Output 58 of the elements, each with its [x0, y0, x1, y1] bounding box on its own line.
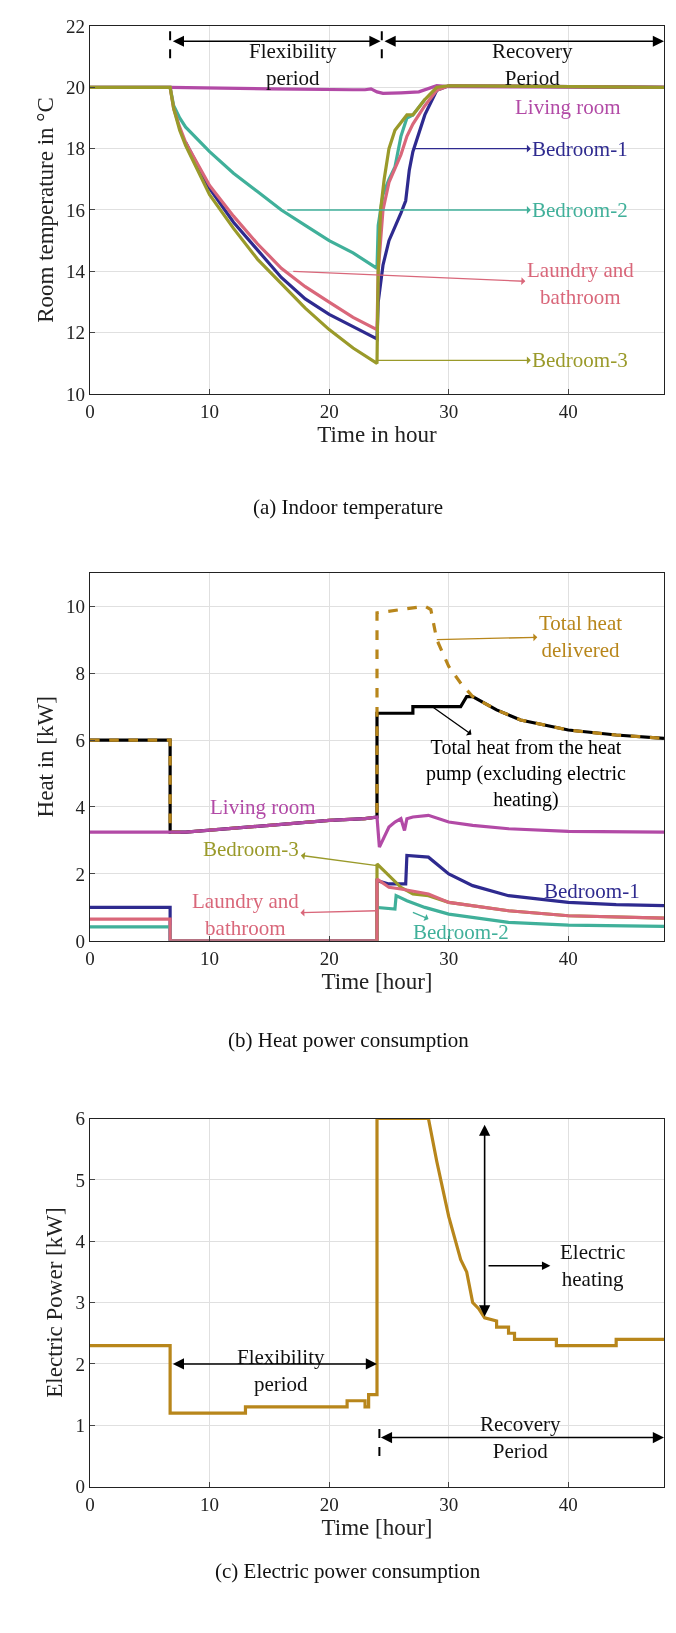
- text: (b) Heat power consumption: [228, 1028, 470, 1052]
- legend-label: Bedroom-3: [532, 348, 628, 372]
- x-tick-label: 30: [439, 1493, 459, 1515]
- legend-label: Bedroom-2: [532, 198, 628, 222]
- series-label: Living room: [210, 795, 316, 819]
- y-tick-label: 22: [66, 15, 86, 37]
- x-tick-label: 40: [558, 947, 578, 969]
- x-tick-label: 40: [558, 400, 578, 422]
- legend-label: Laundry and bathroom: [192, 889, 300, 941]
- x-axis-title: Time in hour: [317, 421, 437, 447]
- y-tick-label: 12: [66, 322, 86, 344]
- y-tick-label: 6: [75, 1108, 86, 1130]
- series-label: Bedroom-1: [544, 879, 640, 903]
- x-tick-label: 10: [200, 1493, 220, 1515]
- x-axis-title: Time [hour]: [321, 968, 433, 994]
- series-label: Living room: [515, 95, 621, 119]
- y-tick-label: 10: [66, 595, 86, 617]
- y-tick-label: 18: [66, 138, 86, 160]
- x-tick-label: 10: [200, 947, 220, 969]
- y-tick-label: 20: [66, 76, 86, 98]
- y-tick-label: 10: [66, 383, 86, 405]
- x-tick-label: 30: [439, 400, 459, 422]
- y-tick-label: 2: [75, 863, 86, 885]
- y-tick-label: 1: [75, 1414, 86, 1436]
- legend-label: Bedroom-3: [203, 837, 299, 861]
- annotation: Recovery Period: [492, 39, 573, 91]
- y-axis-title: Heat in [kW]: [32, 696, 58, 818]
- series-label: Total heat from the heat pump (excluding electric heating): [426, 736, 627, 811]
- y-tick-label: 2: [75, 1353, 86, 1375]
- x-tick-label: 40: [558, 1493, 578, 1515]
- text: (a) Indoor temperature: [253, 495, 444, 519]
- annotation: Flexibility period: [237, 1345, 326, 1397]
- x-tick-label: 20: [319, 1493, 339, 1515]
- annotation: Flexibility period: [249, 39, 338, 91]
- y-axis-title: Room temperature in °C: [32, 97, 58, 323]
- y-axis-title: Electric Power [kW]: [42, 1207, 68, 1398]
- y-tick-label: 14: [66, 261, 86, 282]
- x-axis-title: Time [hour]: [321, 1514, 433, 1540]
- text: Total heat delivered: [539, 611, 623, 663]
- series-label: Bedroom-2: [413, 920, 509, 944]
- annotation: Recovery Period: [480, 1412, 561, 1464]
- y-tick-label: 3: [75, 1292, 86, 1314]
- text: (c) Electric power consumption: [215, 1559, 481, 1583]
- y-tick-label: 4: [75, 1230, 86, 1252]
- x-tick-label: 20: [319, 400, 339, 422]
- annotation: Electric heating: [560, 1240, 626, 1292]
- y-tick-label: 0: [75, 1476, 86, 1498]
- x-tick-label: 20: [319, 947, 339, 969]
- y-tick-label: 16: [66, 199, 86, 221]
- y-tick-label: 4: [75, 796, 86, 818]
- y-tick-label: 8: [75, 662, 86, 684]
- y-tick-label: 6: [75, 729, 86, 751]
- x-tick-label: 30: [439, 947, 459, 969]
- y-tick-label: 0: [75, 930, 86, 952]
- x-tick-label: 10: [200, 400, 220, 422]
- y-tick-label: 5: [75, 1169, 86, 1191]
- legend-label: Laundry and bathroom: [527, 258, 635, 310]
- legend-label: Bedroom-1: [532, 137, 628, 161]
